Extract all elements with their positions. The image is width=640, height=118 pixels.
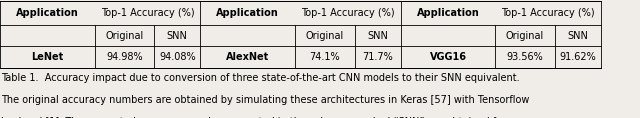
Text: Top-1 Accuracy (%): Top-1 Accuracy (%) <box>301 8 395 18</box>
Text: backend [1]. The converted accuracy numbers reported in the columns marked “SNN”: backend [1]. The converted accuracy numb… <box>1 117 516 118</box>
Text: 91.62%: 91.62% <box>559 52 596 62</box>
Text: 74.1%: 74.1% <box>310 52 340 62</box>
Text: SNN: SNN <box>167 31 188 41</box>
Text: SNN: SNN <box>568 31 588 41</box>
Text: Original: Original <box>106 31 143 41</box>
Text: SNN: SNN <box>367 31 388 41</box>
Text: AlexNet: AlexNet <box>226 52 269 62</box>
Text: 71.7%: 71.7% <box>362 52 393 62</box>
Text: The original accuracy numbers are obtained by simulating these architectures in : The original accuracy numbers are obtain… <box>1 95 530 105</box>
Text: 94.98%: 94.98% <box>106 52 143 62</box>
Text: Table 1.  Accuracy impact due to conversion of three state-of-the-art CNN models: Table 1. Accuracy impact due to conversi… <box>1 73 520 83</box>
Text: LeNet: LeNet <box>31 52 63 62</box>
Text: Original: Original <box>306 31 344 41</box>
Text: 94.08%: 94.08% <box>159 52 196 62</box>
Text: Top-1 Accuracy (%): Top-1 Accuracy (%) <box>100 8 195 18</box>
Text: Application: Application <box>417 8 479 18</box>
Text: Application: Application <box>216 8 279 18</box>
Text: 93.56%: 93.56% <box>507 52 543 62</box>
Text: VGG16: VGG16 <box>429 52 467 62</box>
Text: Top-1 Accuracy (%): Top-1 Accuracy (%) <box>501 8 595 18</box>
Text: Application: Application <box>16 8 79 18</box>
Text: Original: Original <box>506 31 544 41</box>
